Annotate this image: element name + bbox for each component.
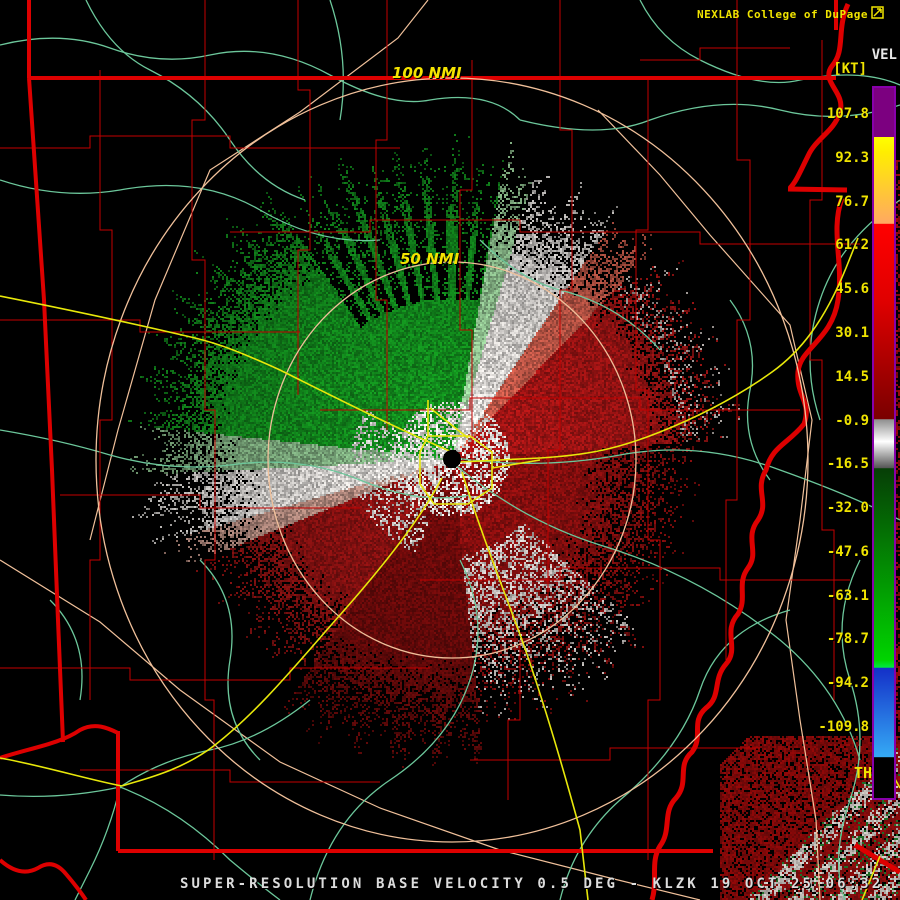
footer-product-label: SUPER-RESOLUTION BASE VELOCITY 0.5 DEG -… <box>180 876 883 892</box>
colorbar-tick-label: 30.1 <box>835 325 869 341</box>
range-ring-label-100nmi: 100 NMI <box>392 64 462 82</box>
header-branding: NEXLAB College of DuPage <box>697 6 884 22</box>
range-ring-label-50nmi: 50 NMI <box>400 250 459 268</box>
highway-lines <box>0 238 900 900</box>
colorbar-tick-label: -16.5 <box>827 456 869 472</box>
colorbar-tick-label: -109.8 <box>818 719 869 735</box>
colorbar-units: [KT] <box>833 61 867 77</box>
colorbar-title: VEL <box>872 47 897 63</box>
colorbar-tick-label: -63.1 <box>827 588 869 604</box>
cod-weather-vane-icon <box>871 6 884 22</box>
road-lines <box>0 0 900 900</box>
radar-site-dot <box>443 450 461 468</box>
radar-display: NEXLAB College of DuPage 100 NMI 50 NMI … <box>0 0 900 900</box>
colorbar-tick-label: 61.2 <box>835 237 869 253</box>
county-lines <box>0 0 860 860</box>
state-border-lines <box>0 0 836 900</box>
colorbar-tick-label: -0.9 <box>835 413 869 429</box>
colorbar-gradient <box>874 88 894 798</box>
colorbar-tick-label: -94.2 <box>827 675 869 691</box>
colorbar-tick-label: 14.5 <box>835 369 869 385</box>
colorbar-threshold-label: TH <box>854 764 872 782</box>
colorbar-tick-label: 45.6 <box>835 281 869 297</box>
colorbar-tick-label: -78.7 <box>827 631 869 647</box>
header-title-text: NEXLAB College of DuPage <box>697 8 868 21</box>
colorbar-tick-label: -32.0 <box>827 500 869 516</box>
map-overlay <box>0 0 900 900</box>
colorbar-tick-label: 92.3 <box>835 150 869 166</box>
colorbar-tick-label: 107.8 <box>827 106 869 122</box>
colorbar-tick-label: 76.7 <box>835 194 869 210</box>
colorbar-tick-label: -47.6 <box>827 544 869 560</box>
colorbar <box>872 86 896 800</box>
